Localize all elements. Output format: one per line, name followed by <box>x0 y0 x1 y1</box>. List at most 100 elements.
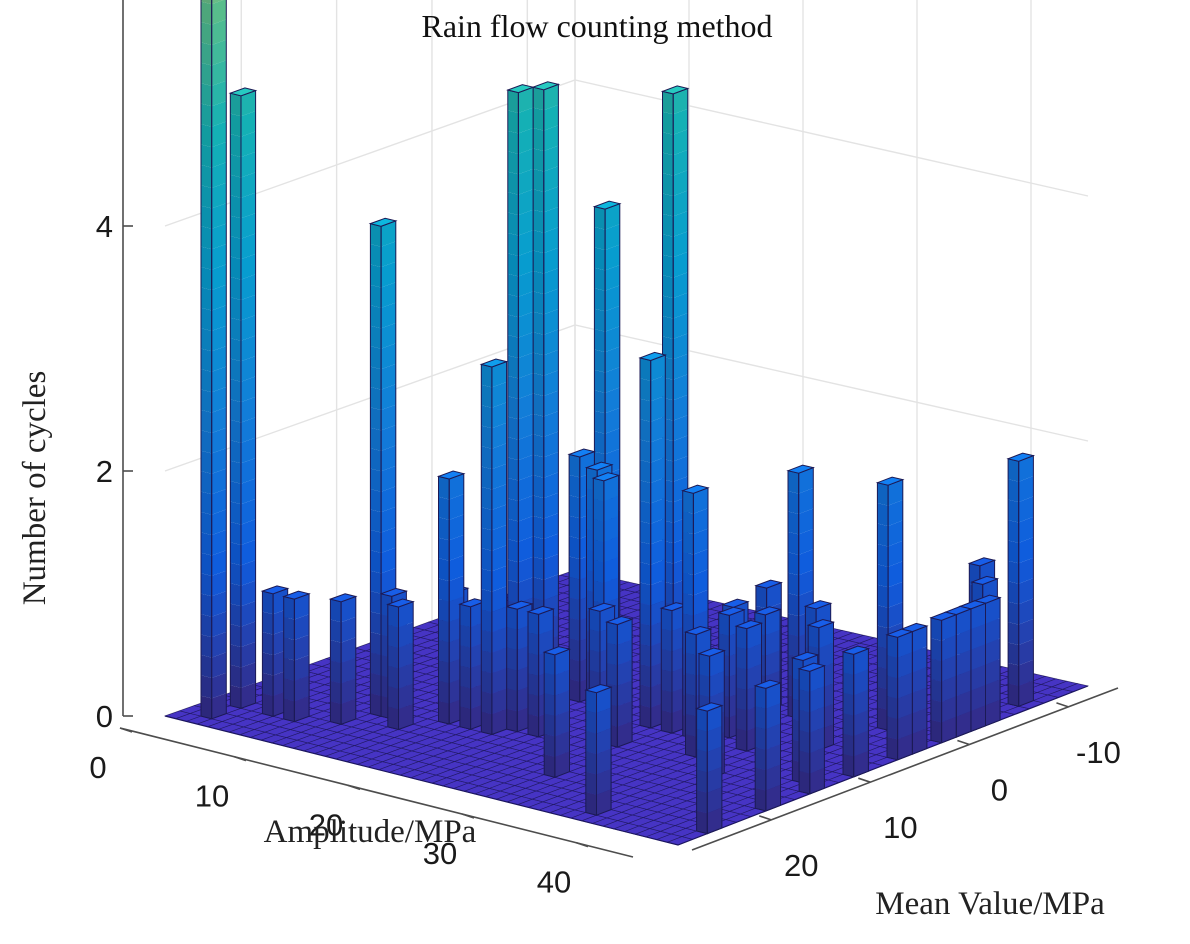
bar <box>753 679 783 812</box>
bar-face-side <box>897 672 913 699</box>
bar-face-front <box>877 707 889 731</box>
bar-face-front <box>481 446 492 470</box>
bar-face-side <box>765 744 781 771</box>
bar-face-side <box>603 536 619 563</box>
bar-face-front <box>370 305 382 329</box>
bar-face-side <box>941 655 957 682</box>
bar-face-side <box>241 213 256 239</box>
bar-face-side <box>956 670 971 697</box>
bar-face-side <box>543 166 559 192</box>
bar-face-side <box>241 437 256 464</box>
bar-face-side <box>888 540 903 567</box>
bar-top <box>1006 452 1036 462</box>
bar-face-front <box>877 544 889 567</box>
bar <box>638 351 667 729</box>
bar-face-side <box>491 361 507 388</box>
bar-top <box>379 587 409 597</box>
bar-face-side <box>746 643 762 670</box>
bar-face-front <box>230 379 241 403</box>
bar-top <box>605 615 634 626</box>
bar-top <box>504 600 534 610</box>
bar-face-front <box>230 501 241 525</box>
bar-face-side <box>1018 639 1034 666</box>
bar-face-front <box>201 471 212 495</box>
bar-face-front <box>330 660 342 684</box>
bar-face-side <box>241 580 256 607</box>
bar-top <box>754 579 784 589</box>
bar-face-front <box>736 626 747 650</box>
bar-face-side <box>538 629 554 656</box>
bar-top <box>506 84 535 94</box>
bar-face-front <box>481 466 492 490</box>
bar-face-front <box>370 591 382 615</box>
bar-face-front <box>528 611 539 635</box>
bar-face-side <box>543 472 559 499</box>
bar-face-front <box>662 193 674 217</box>
bar-face-side <box>543 574 559 601</box>
bar-face-front <box>201 226 212 250</box>
bar-face-front <box>201 124 212 148</box>
bar-face-front <box>1008 540 1019 564</box>
bar-face-front <box>662 132 674 156</box>
bar-face-side <box>518 168 534 195</box>
y-tick-label: 0 <box>991 773 1008 808</box>
bar-face-front <box>230 215 241 239</box>
bar-face-front <box>201 164 212 188</box>
bar-face-front <box>370 346 382 370</box>
bar-face-front <box>370 387 382 410</box>
bar-face-front <box>230 542 241 566</box>
bar-face-side <box>970 705 986 732</box>
bar-face-side <box>211 693 227 719</box>
bar-face-front <box>481 384 492 408</box>
y-tick-mark <box>759 815 772 821</box>
bar-face-side <box>211 19 227 46</box>
bar-top <box>841 645 871 655</box>
bar-face-front <box>230 256 241 280</box>
y-tick-mark <box>1056 702 1069 708</box>
bar-face-side <box>211 162 227 188</box>
bar-face-front <box>533 577 544 601</box>
bar-face-side <box>707 725 722 752</box>
bar-face-front <box>799 689 810 713</box>
bar-face-side <box>798 528 814 555</box>
y-axis-line <box>691 687 1119 851</box>
bar-face-side <box>491 382 507 408</box>
bar-face-front <box>528 693 539 717</box>
bar-face-front <box>459 645 471 668</box>
bar-face-side <box>605 346 620 373</box>
bar-face-side <box>985 638 1001 665</box>
bar-top <box>638 351 667 362</box>
bar-face-side <box>518 189 534 216</box>
bar-face-side <box>1018 537 1034 564</box>
bar-face-side <box>596 789 612 816</box>
x-tick-mark <box>347 784 361 791</box>
bar-face-side <box>693 528 708 555</box>
bar-face-side <box>211 366 227 393</box>
bar-face-side <box>650 518 666 545</box>
bar-face-side <box>673 108 688 135</box>
bar-face-side <box>809 665 825 692</box>
y-tick-label: -10 <box>1076 735 1121 770</box>
bar-face-side <box>970 664 986 691</box>
bar-face-front <box>799 709 810 733</box>
bar-face-front <box>370 529 382 553</box>
bar-face-side <box>491 708 507 735</box>
bar-face-front <box>370 284 382 308</box>
bar-face-front <box>528 673 539 697</box>
bar-face-front <box>506 667 518 691</box>
bar-face-front <box>481 609 492 633</box>
bar-face-side <box>912 687 927 714</box>
bar-face-front <box>799 730 810 754</box>
bar-face-side <box>449 494 464 520</box>
bar-face-front <box>887 655 898 679</box>
bar-face-front <box>533 516 544 539</box>
bar-face-side <box>491 545 507 572</box>
bar-face-front <box>201 409 212 433</box>
bar-face-side <box>956 690 971 717</box>
bar-outline-side <box>211 0 227 720</box>
bar-face-front <box>662 295 674 319</box>
bar-face-front <box>507 498 519 522</box>
bar-face-front <box>438 578 450 602</box>
bar-face-side <box>211 0 224 5</box>
bar-face-front <box>370 611 382 635</box>
